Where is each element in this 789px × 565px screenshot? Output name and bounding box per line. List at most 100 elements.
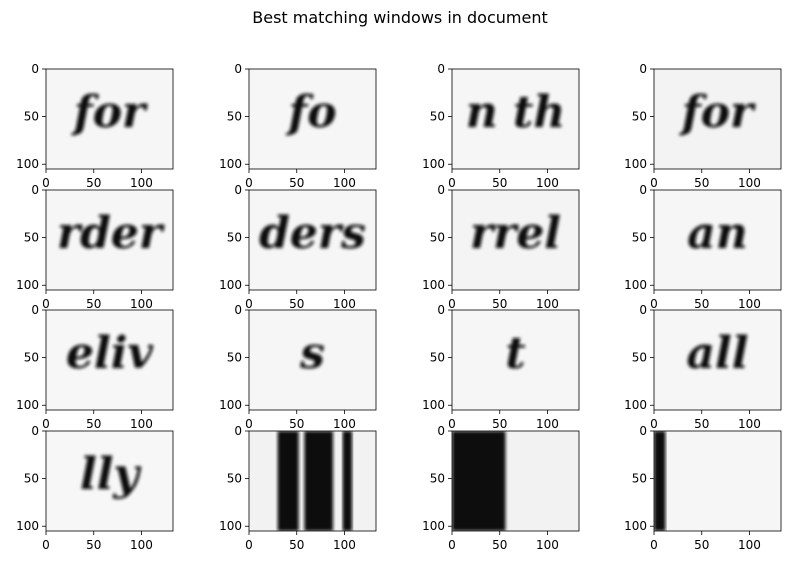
x-tick-label: 50 <box>694 297 709 311</box>
x-tick-label: 0 <box>650 176 658 190</box>
y-tick-label: 0 <box>31 303 39 317</box>
handwriting-text: for <box>71 87 148 138</box>
window-image <box>46 310 173 410</box>
dark-band <box>654 431 666 531</box>
x-tick-label: 100 <box>738 417 761 431</box>
y-tick-label: 0 <box>31 183 39 197</box>
x-tick-label: 50 <box>289 176 304 190</box>
window-image <box>249 310 376 410</box>
x-tick-label: 100 <box>738 538 761 552</box>
x-tick-label: 0 <box>245 176 253 190</box>
y-tick-label: 100 <box>624 519 647 533</box>
x-tick-label: 100 <box>333 538 356 552</box>
y-tick-label: 100 <box>16 157 39 171</box>
y-tick-label: 50 <box>632 231 647 245</box>
x-tick-label: 0 <box>42 176 50 190</box>
y-tick-label: 100 <box>16 519 39 533</box>
panel-frame <box>248 189 377 291</box>
x-tick-label: 100 <box>536 538 559 552</box>
x-tick-label: 50 <box>492 297 507 311</box>
y-tick-label: 0 <box>639 183 647 197</box>
window-image <box>452 310 579 410</box>
x-tick-label: 0 <box>42 538 50 552</box>
y-tick-label: 50 <box>632 110 647 124</box>
y-tick-label: 100 <box>624 278 647 292</box>
y-tick-label: 50 <box>430 351 445 365</box>
window-image <box>654 310 781 410</box>
dark-band <box>342 431 353 531</box>
panel-frame <box>653 68 782 170</box>
x-tick-label: 0 <box>448 297 456 311</box>
y-tick-label: 100 <box>16 398 39 412</box>
x-tick-label: 100 <box>536 417 559 431</box>
y-tick-label: 100 <box>624 157 647 171</box>
handwriting-text: for <box>679 87 756 138</box>
y-tick-label: 50 <box>24 351 39 365</box>
handwriting-text: an <box>687 208 748 259</box>
y-tick-label: 0 <box>234 424 242 438</box>
panel-frame <box>451 430 580 532</box>
x-tick-label: 0 <box>42 417 50 431</box>
y-tick-label: 50 <box>632 472 647 486</box>
y-tick-label: 50 <box>430 231 445 245</box>
x-tick-label: 100 <box>333 297 356 311</box>
x-tick-label: 0 <box>650 297 658 311</box>
x-tick-label: 0 <box>448 417 456 431</box>
x-tick-label: 50 <box>289 417 304 431</box>
dark-band <box>277 431 299 531</box>
x-tick-label: 50 <box>86 417 101 431</box>
x-tick-label: 50 <box>289 538 304 552</box>
x-tick-label: 50 <box>86 538 101 552</box>
panel-frame <box>248 430 377 532</box>
y-tick-label: 50 <box>227 351 242 365</box>
y-tick-label: 50 <box>227 231 242 245</box>
handwriting-text: ders <box>259 208 366 259</box>
panel-frame <box>653 189 782 291</box>
y-tick-label: 100 <box>422 398 445 412</box>
x-tick-label: 50 <box>492 538 507 552</box>
window-image <box>46 431 173 531</box>
panel-frame <box>45 430 174 532</box>
handwriting-text: t <box>505 328 525 379</box>
x-tick-label: 100 <box>130 297 153 311</box>
x-tick-label: 50 <box>86 297 101 311</box>
handwriting-text: rder <box>57 208 165 259</box>
x-tick-label: 0 <box>448 538 456 552</box>
panel-frame <box>45 68 174 170</box>
dark-band <box>452 431 506 531</box>
x-tick-label: 0 <box>42 297 50 311</box>
y-tick-label: 50 <box>430 472 445 486</box>
x-tick-label: 100 <box>536 297 559 311</box>
y-tick-label: 50 <box>24 472 39 486</box>
y-tick-label: 100 <box>422 519 445 533</box>
y-tick-label: 50 <box>227 472 242 486</box>
x-tick-label: 0 <box>650 417 658 431</box>
window-image <box>249 190 376 290</box>
panel-frame <box>45 189 174 291</box>
y-tick-label: 100 <box>219 157 242 171</box>
panel-frame <box>248 68 377 170</box>
handwriting-text: n th <box>466 87 566 138</box>
panel-frame <box>451 309 580 411</box>
y-tick-label: 0 <box>437 424 445 438</box>
y-tick-label: 0 <box>639 303 647 317</box>
y-tick-label: 0 <box>234 62 242 76</box>
x-tick-label: 100 <box>130 538 153 552</box>
y-tick-label: 0 <box>437 183 445 197</box>
handwriting-text: s <box>299 328 325 379</box>
handwriting-text: rrel <box>470 208 561 259</box>
window-image <box>452 69 579 169</box>
y-tick-label: 50 <box>227 110 242 124</box>
panel-frame <box>653 430 782 532</box>
x-tick-label: 0 <box>448 176 456 190</box>
